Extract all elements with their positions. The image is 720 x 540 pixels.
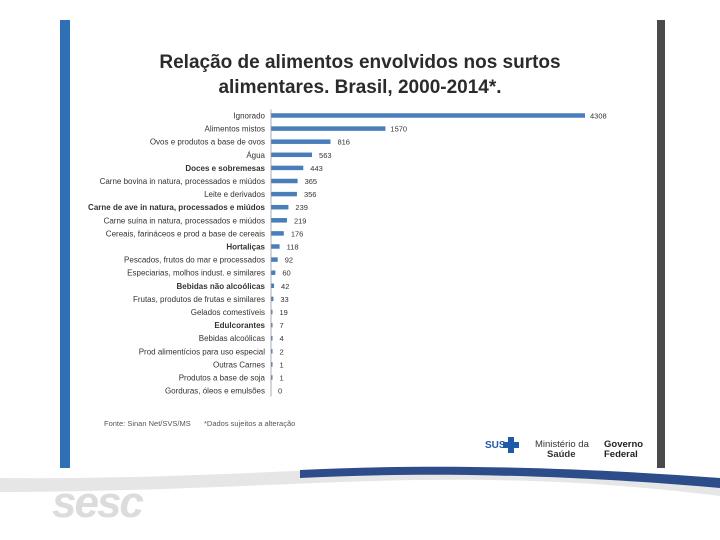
slide-right-accent-bar	[657, 20, 665, 468]
category-label: Carne suína in natura, processados e miú…	[104, 216, 265, 225]
data-label: 19	[280, 308, 288, 317]
ministry-line2: Saúde	[547, 449, 576, 460]
slide-left-accent-bar	[60, 20, 70, 468]
bar	[271, 322, 273, 328]
data-label: 118	[287, 243, 299, 252]
bar	[271, 165, 304, 171]
category-label: Alimentos mistos	[205, 125, 265, 134]
data-label: 219	[294, 216, 307, 225]
ministry-logo: Ministério da Saúde	[535, 440, 589, 460]
data-label: 7	[280, 321, 284, 330]
data-label: 92	[285, 256, 293, 265]
category-label: Água	[246, 151, 265, 160]
bar	[271, 349, 273, 354]
chart-title-line1: Relação de alimentos envolvidos nos surt…	[159, 52, 561, 73]
data-label: 239	[295, 203, 308, 212]
bar	[271, 178, 298, 184]
bar	[271, 204, 289, 210]
category-label: Gorduras, óleos e emulsões	[165, 387, 265, 396]
category-label: Hortaliças	[226, 243, 265, 252]
data-label: 4308	[590, 112, 607, 121]
data-label: 0	[278, 387, 282, 396]
category-label: Carne bovina in natura, processados e mi…	[100, 177, 265, 186]
data-label: 1	[280, 374, 284, 383]
bar	[271, 113, 585, 118]
category-label: Frutas, produtos de frutas e similares	[133, 295, 265, 304]
ministry-line1: Ministério da	[535, 439, 589, 450]
bar	[271, 309, 273, 315]
chart-title: Relação de alimentos envolvidos nos surt…	[150, 50, 570, 100]
bar	[271, 283, 275, 289]
bar	[271, 257, 278, 262]
sesc-logo: sesc	[52, 478, 144, 527]
bar	[271, 375, 273, 380]
data-label: 176	[291, 229, 304, 238]
data-label: 2	[280, 347, 284, 356]
category-label: Bebidas alcoólicas	[199, 334, 265, 343]
government-line2: Federal	[604, 449, 638, 460]
category-label: Especiarias, molhos indust. e similares	[127, 269, 265, 278]
category-label: Gelados comestíveis	[191, 308, 265, 317]
source-note: Fonte: Sinan Net/SVS/MS	[104, 419, 191, 428]
category-label: Produtos a base de soja	[179, 374, 266, 383]
data-label: 1	[280, 360, 284, 369]
government-line1: Governo	[604, 439, 644, 450]
bar	[271, 244, 280, 249]
bar	[271, 139, 331, 144]
bar	[271, 152, 313, 158]
data-label: 42	[281, 282, 289, 291]
slide	[60, 20, 665, 468]
bar	[271, 296, 274, 302]
category-label: Bebidas não alcoólicas	[177, 282, 266, 291]
bar	[271, 231, 284, 236]
data-label: 60	[282, 269, 290, 278]
chart-title-line2: alimentares. Brasil, 2000-2014*.	[218, 77, 502, 98]
category-label: Ignorado	[233, 112, 265, 121]
data-label: 33	[280, 295, 288, 304]
category-label: Cereais, farináceos e prod a base de cer…	[106, 229, 265, 238]
category-label: Carne de ave in natura, processados e mi…	[88, 203, 266, 212]
category-label: Outras Carnes	[213, 360, 265, 369]
data-label: 1570	[390, 125, 407, 134]
category-label: Edulcorantes	[214, 321, 265, 330]
data-label: 563	[319, 151, 332, 160]
bar	[271, 191, 297, 197]
data-label: 4	[280, 334, 284, 343]
data-label: 816	[337, 138, 350, 147]
data-note: *Dados sujeitos a alteração	[204, 419, 296, 428]
category-label: Pescados, frutos do mar e processados	[124, 256, 265, 265]
sus-cross-icon	[503, 437, 519, 453]
data-label: 356	[304, 190, 317, 199]
category-label: Leite e derivados	[204, 190, 265, 199]
government-logo: Governo Federal	[604, 440, 643, 460]
data-label: 443	[310, 164, 323, 173]
bar	[271, 270, 276, 275]
bar	[271, 126, 386, 131]
category-label: Prod alimentícios para uso especial	[139, 347, 266, 356]
bar	[271, 218, 287, 223]
category-label: Ovos e produtos a base de ovos	[150, 138, 265, 147]
data-label: 365	[305, 177, 318, 186]
category-label: Doces e sobremesas	[185, 164, 265, 173]
bar	[271, 362, 273, 367]
sus-logo-text: SUS	[485, 440, 506, 451]
bar	[271, 335, 273, 341]
